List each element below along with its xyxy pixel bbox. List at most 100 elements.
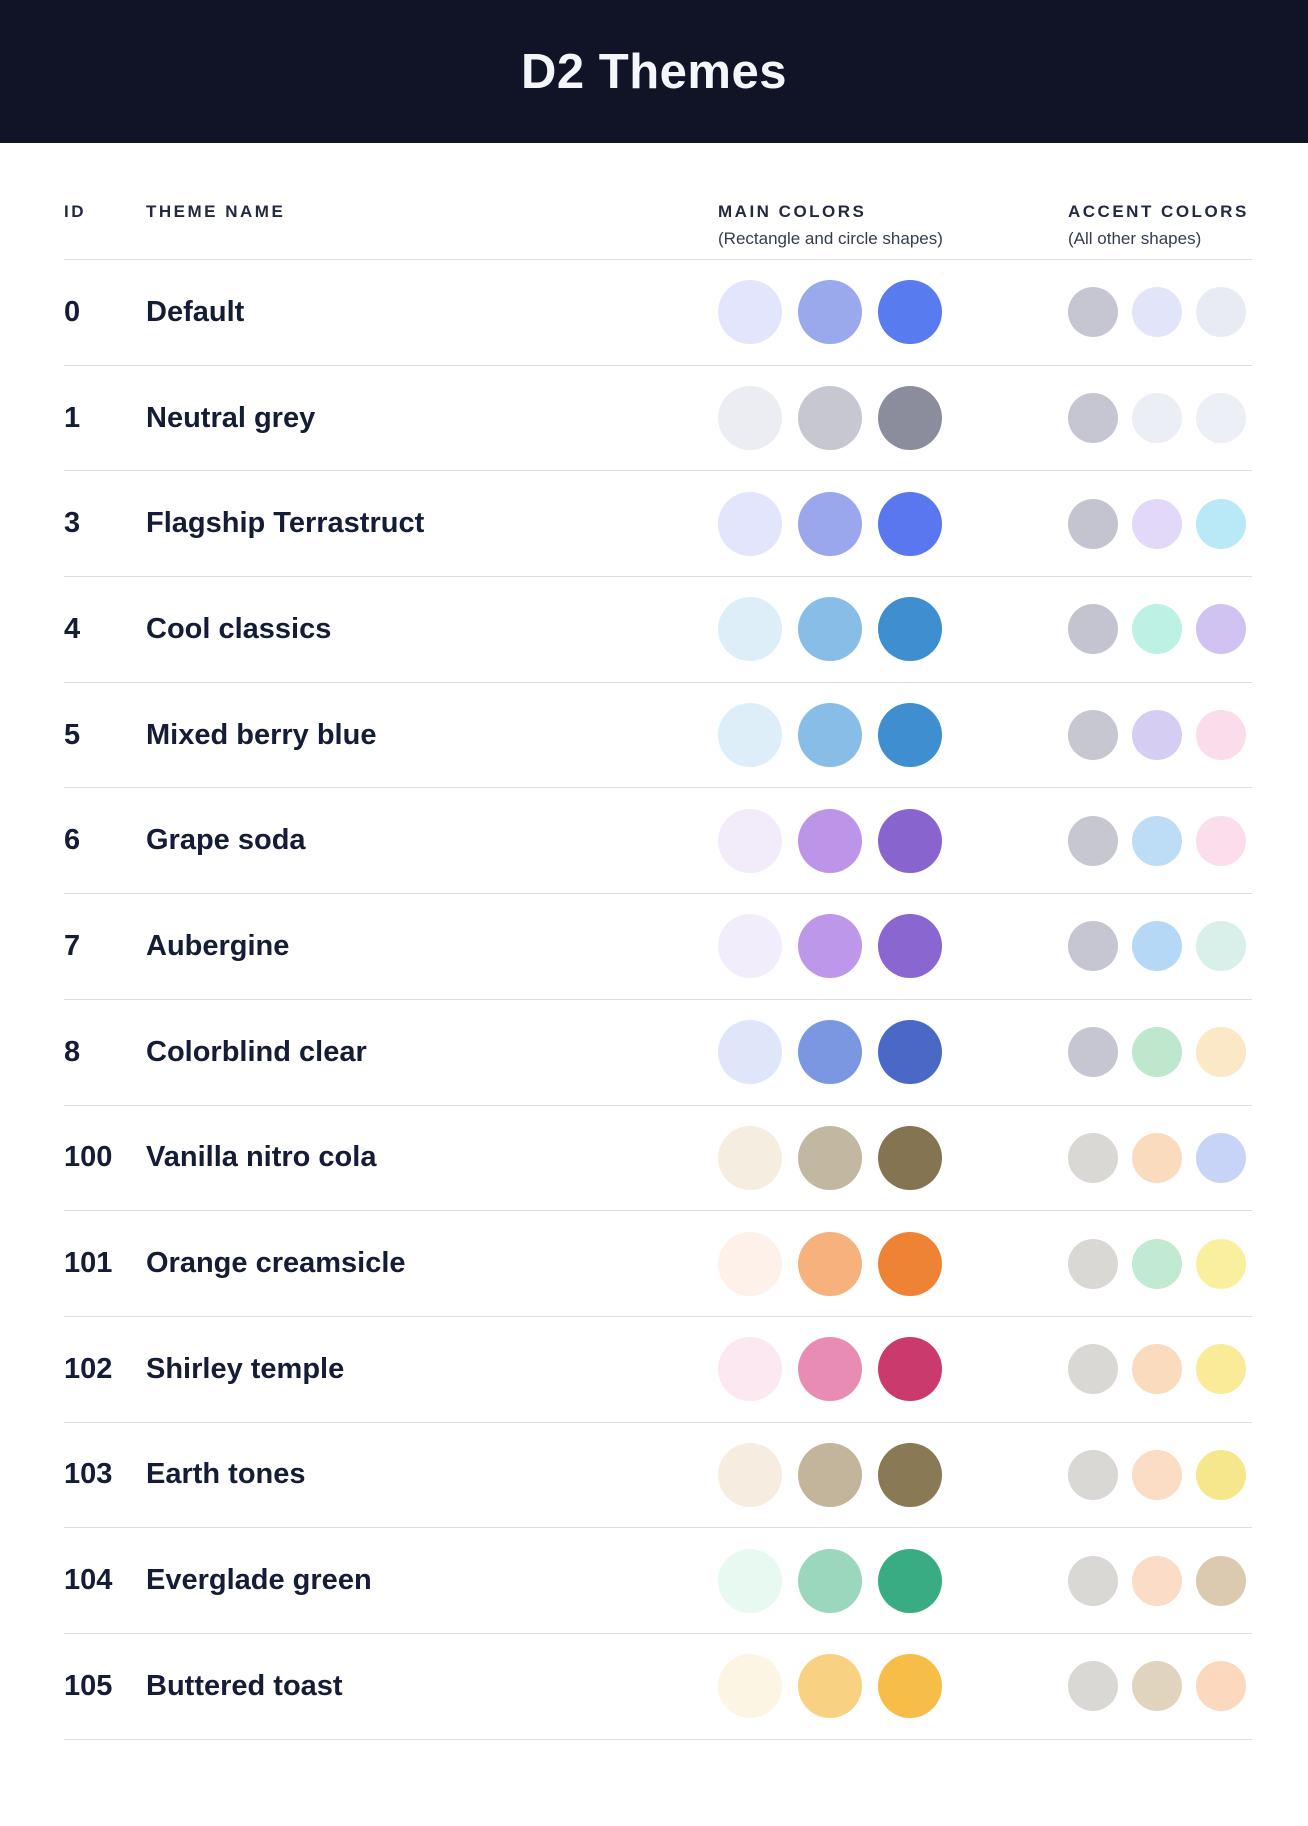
main-colors-swatches	[718, 280, 942, 345]
column-header-accent-colors: ACCENT COLORS	[1068, 202, 1249, 221]
accent-colors-swatches	[1068, 921, 1250, 972]
accent-color-swatch-1	[1068, 815, 1118, 866]
table-row: 7 Aubergine	[64, 894, 1252, 1000]
page-header: D2 Themes	[0, 0, 1308, 143]
table-row: 0 Default	[64, 260, 1252, 366]
accent-color-swatch-3	[1196, 921, 1246, 972]
theme-name: Vanilla nitro cola	[146, 1141, 377, 1174]
main-colors-swatches	[718, 1337, 942, 1402]
accent-color-swatch-1	[1068, 1132, 1118, 1183]
theme-id: 4	[64, 612, 81, 645]
theme-name: Everglade green	[146, 1564, 372, 1597]
accent-color-swatch-3	[1196, 1238, 1246, 1289]
main-color-swatch-3	[878, 1337, 942, 1402]
main-colors-swatches	[718, 703, 942, 768]
main-colors-swatches	[718, 914, 942, 979]
main-color-swatch-1	[718, 1125, 782, 1190]
main-color-swatch-2	[798, 1442, 862, 1507]
accent-color-swatch-3	[1196, 815, 1246, 866]
main-color-swatch-3	[878, 703, 942, 768]
theme-name: Earth tones	[146, 1458, 306, 1491]
table-row: 101 Orange creamsicle	[64, 1211, 1252, 1317]
accent-color-swatch-3	[1196, 287, 1246, 338]
accent-color-swatch-2	[1132, 393, 1182, 444]
table-row: 102 Shirley temple	[64, 1317, 1252, 1423]
main-color-swatch-1	[718, 1654, 782, 1719]
accent-colors-swatches	[1068, 1132, 1250, 1183]
main-color-swatch-1	[718, 280, 782, 345]
accent-color-swatch-3	[1196, 710, 1246, 761]
accent-color-swatch-3	[1196, 1027, 1246, 1078]
main-colors-swatches	[718, 491, 942, 556]
table-row: 104 Everglade green	[64, 1528, 1252, 1634]
accent-colors-swatches	[1068, 710, 1250, 761]
table-row: 100 Vanilla nitro cola	[64, 1106, 1252, 1212]
theme-name: Flagship Terrastruct	[146, 507, 425, 540]
accent-color-swatch-1	[1068, 604, 1118, 655]
accent-color-swatch-2	[1132, 1661, 1182, 1712]
column-subheader-accent-colors: (All other shapes)	[1068, 229, 1202, 249]
theme-id: 7	[64, 929, 81, 962]
accent-color-swatch-1	[1068, 1661, 1118, 1712]
accent-color-swatch-3	[1196, 1661, 1246, 1712]
theme-name: Cool classics	[146, 612, 332, 645]
accent-color-swatch-3	[1196, 1449, 1246, 1500]
main-color-swatch-3	[878, 386, 942, 451]
theme-id: 8	[64, 1035, 81, 1068]
accent-colors-swatches	[1068, 393, 1250, 444]
accent-color-swatch-2	[1132, 1027, 1182, 1078]
table-row: 105 Buttered toast	[64, 1634, 1252, 1740]
theme-id: 100	[64, 1141, 113, 1174]
themes-table: ID THEME NAME MAIN COLORS (Rectangle and…	[0, 143, 1308, 1740]
theme-name: Neutral grey	[146, 401, 316, 434]
main-color-swatch-1	[718, 1442, 782, 1507]
accent-colors-swatches	[1068, 287, 1250, 338]
theme-id: 103	[64, 1458, 113, 1491]
accent-color-swatch-2	[1132, 604, 1182, 655]
column-subheader-main-colors: (Rectangle and circle shapes)	[718, 229, 943, 249]
main-color-swatch-1	[718, 1231, 782, 1296]
accent-color-swatch-1	[1068, 1027, 1118, 1078]
theme-name: Orange creamsicle	[146, 1247, 406, 1280]
accent-color-swatch-1	[1068, 1449, 1118, 1500]
main-color-swatch-1	[718, 914, 782, 979]
table-row: 8 Colorblind clear	[64, 1000, 1252, 1106]
accent-color-swatch-3	[1196, 498, 1246, 549]
main-colors-swatches	[718, 1020, 942, 1085]
accent-color-swatch-2	[1132, 1132, 1182, 1183]
table-body: 0 Default 1 Neutral grey 3 Flagship Terr…	[64, 260, 1252, 1740]
accent-colors-swatches	[1068, 498, 1250, 549]
accent-colors-swatches	[1068, 1027, 1250, 1078]
main-color-swatch-1	[718, 491, 782, 556]
main-color-swatch-2	[798, 597, 862, 662]
main-color-swatch-1	[718, 1020, 782, 1085]
table-row: 103 Earth tones	[64, 1423, 1252, 1529]
accent-color-swatch-3	[1196, 1555, 1246, 1606]
main-colors-swatches	[718, 1125, 942, 1190]
column-header-id: ID	[64, 202, 86, 221]
table-row: 4 Cool classics	[64, 577, 1252, 683]
theme-name: Mixed berry blue	[146, 718, 377, 751]
main-color-swatch-2	[798, 1548, 862, 1613]
theme-id: 105	[64, 1669, 113, 1702]
theme-name: Default	[146, 295, 245, 328]
theme-name: Colorblind clear	[146, 1035, 367, 1068]
accent-color-swatch-2	[1132, 921, 1182, 972]
main-color-swatch-3	[878, 491, 942, 556]
accent-color-swatch-2	[1132, 287, 1182, 338]
accent-color-swatch-1	[1068, 287, 1118, 338]
main-color-swatch-2	[798, 280, 862, 345]
theme-name: Shirley temple	[146, 1352, 345, 1385]
column-header-main-colors: MAIN COLORS	[718, 202, 867, 221]
accent-colors-swatches	[1068, 1555, 1250, 1606]
accent-color-swatch-3	[1196, 1132, 1246, 1183]
column-header-main-colors-group: MAIN COLORS (Rectangle and circle shapes…	[718, 202, 943, 249]
main-color-swatch-2	[798, 914, 862, 979]
main-color-swatch-2	[798, 1231, 862, 1296]
accent-color-swatch-1	[1068, 710, 1118, 761]
main-color-swatch-2	[798, 491, 862, 556]
accent-colors-swatches	[1068, 1449, 1250, 1500]
main-color-swatch-3	[878, 1125, 942, 1190]
main-color-swatch-3	[878, 1442, 942, 1507]
main-color-swatch-1	[718, 386, 782, 451]
